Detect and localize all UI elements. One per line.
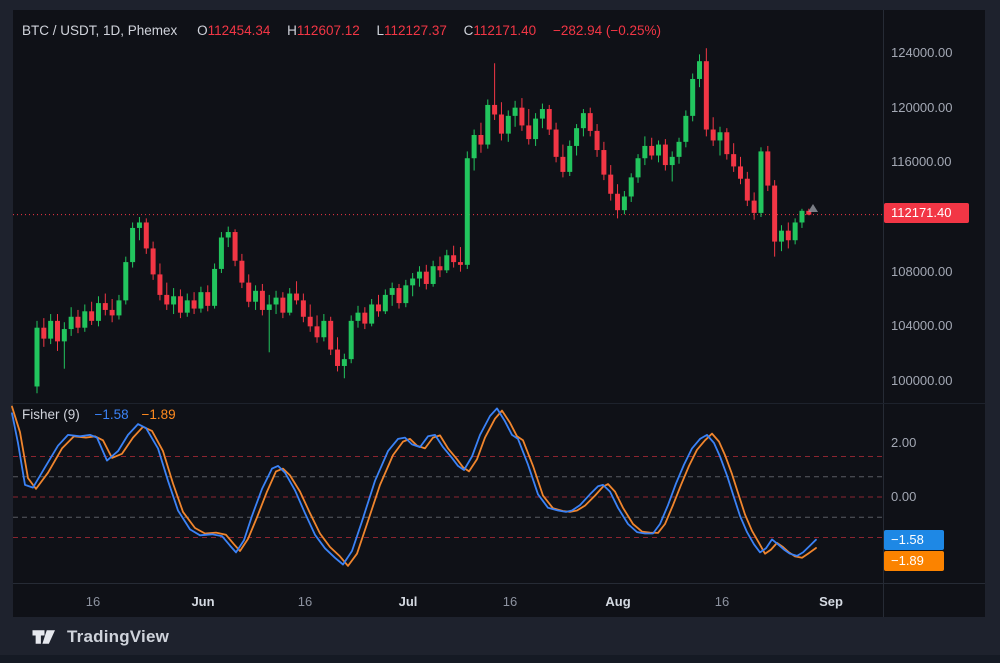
time-axis-day-label: 16 (502, 594, 518, 609)
tradingview-logo-icon[interactable] (31, 627, 58, 647)
fisher-badge-blue: −1.58 (884, 529, 944, 550)
fisher-title[interactable]: Fisher (9) (22, 407, 80, 422)
low-readout: L112127.37 (376, 23, 447, 38)
fisher-legend: Fisher (9) −1.58 −1.89 (22, 406, 176, 423)
pane-separator (13, 403, 985, 404)
last-price-badge: 112171.40 (884, 202, 969, 223)
price-pane[interactable] (13, 10, 883, 403)
high-readout: H112607.12 (287, 23, 360, 38)
price-axis-label: 104000.00 (891, 318, 953, 334)
symbol-title[interactable]: BTC / USDT, 1D, Phemex (22, 23, 178, 38)
price-axis-label: 100000.00 (891, 373, 953, 388)
fisher-pane[interactable] (13, 404, 883, 583)
fisher-axis-label: 0.00 (891, 489, 917, 504)
time-axis-month-label: Sep (819, 594, 843, 609)
fisher-axis-label: 2.00 (891, 435, 917, 450)
close-readout: C112171.40 (463, 23, 537, 38)
fisher-value-blue: −1.58 (94, 407, 129, 422)
footer-bar: TradingView (0, 619, 1000, 655)
time-axis-month-label: Aug (605, 594, 631, 609)
open-readout: O112454.34 (197, 23, 271, 38)
tradingview-brand-text[interactable]: TradingView (67, 627, 170, 646)
change-readout: −282.94 (−0.25%) (552, 23, 662, 38)
time-axis-day-label: 16 (85, 594, 101, 609)
symbol-legend: BTC / USDT, 1D, Phemex O112454.34 H11260… (22, 22, 661, 40)
price-axis-label: 120000.00 (891, 99, 953, 115)
time-axis-month-label: Jun (191, 594, 215, 609)
fisher-badge-orange: −1.89 (884, 550, 944, 571)
time-axis-separator (13, 583, 985, 584)
price-axis-label: 124000.00 (891, 45, 953, 60)
fisher-value-orange: −1.89 (141, 407, 176, 422)
time-axis-day-label: 16 (297, 594, 313, 609)
bottom-strip (0, 655, 1000, 663)
price-axis-label: 108000.00 (891, 263, 953, 279)
price-axis-separator (883, 10, 884, 617)
price-axis-label: 116000.00 (891, 154, 952, 170)
time-axis-month-label: Jul (398, 594, 418, 609)
time-axis-day-label: 16 (714, 594, 730, 609)
